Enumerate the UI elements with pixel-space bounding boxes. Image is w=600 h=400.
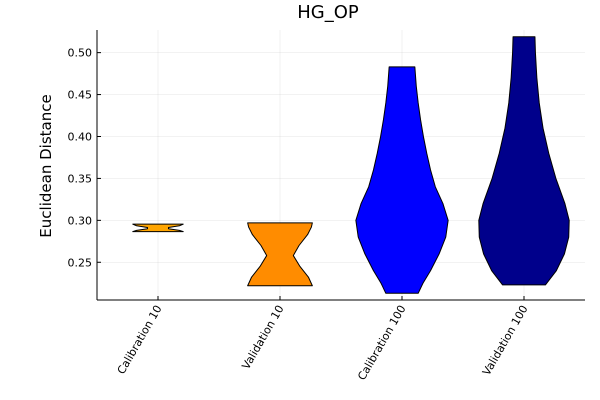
- y-tick-label: 0.35: [68, 172, 93, 185]
- x-tick-label: Validation 10: [239, 303, 286, 372]
- violin-validation-100: [478, 36, 570, 286]
- y-tick-label: 0.25: [68, 256, 93, 269]
- violin-calibration-100: [355, 66, 449, 294]
- y-tick-label: 0.45: [68, 89, 93, 102]
- y-tick-label: 0.50: [68, 47, 93, 60]
- y-tick-label: 0.40: [68, 130, 93, 143]
- violins: [132, 36, 570, 294]
- y-axis-label: Euclidean Distance: [37, 94, 55, 237]
- chart-title: HG_OP: [297, 2, 359, 23]
- violin-calibration-10: [132, 223, 184, 233]
- y-tick-label: 0.30: [68, 214, 93, 227]
- violin-validation-10: [247, 222, 313, 287]
- x-tick-label: Calibration 100: [355, 303, 408, 383]
- x-tick-label: Calibration 10: [115, 303, 165, 376]
- x-tick-label: Validation 100: [480, 303, 531, 378]
